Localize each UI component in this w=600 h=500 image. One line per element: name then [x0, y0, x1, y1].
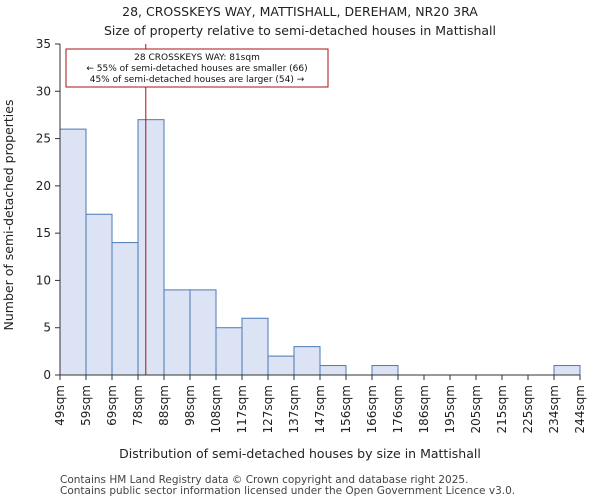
bar-78sqm: [137, 119, 165, 376]
annotation-frame: [65, 48, 329, 88]
x-tick-label: 166sqm: [365, 385, 379, 433]
x-tick-label: 108sqm: [209, 385, 223, 433]
x-tick-label: 176sqm: [391, 385, 405, 433]
bar-166sqm: [371, 365, 399, 376]
x-tick-label: 59sqm: [79, 385, 93, 426]
x-tick-label: 215sqm: [495, 385, 509, 433]
y-ticks-group: 0 5 10 15 20 25 30 35: [36, 37, 60, 382]
x-tick-label: 244sqm: [573, 385, 587, 433]
x-tick-label: 78sqm: [131, 385, 145, 426]
x-tick-label: 195sqm: [443, 385, 457, 433]
y-tick-label: 20: [36, 179, 51, 193]
annotation-box: 28 CROSSKEYS WAY: 81sqm ← 55% of semi-de…: [65, 48, 329, 88]
y-tick-label: 30: [36, 84, 51, 98]
x-tick-label: 137sqm: [287, 385, 301, 433]
y-tick-label: 15: [36, 226, 51, 240]
y-tick-label: 10: [36, 273, 51, 287]
y-tick-label: 25: [36, 132, 51, 146]
bar-234sqm: [553, 365, 581, 376]
x-tick-label: 147sqm: [313, 385, 327, 433]
footer-line-2: Contains public sector information licen…: [60, 485, 515, 497]
x-tick-label: 117sqm: [235, 385, 249, 433]
x-tick-label: 88sqm: [157, 385, 171, 426]
bar-117sqm: [241, 317, 269, 376]
x-tick-label: 225sqm: [521, 385, 535, 433]
bar-108sqm: [215, 327, 243, 376]
bar-59sqm: [85, 213, 113, 376]
bar-147sqm: [319, 365, 347, 376]
x-tick-label: 49sqm: [53, 385, 67, 426]
x-tick-label: 127sqm: [261, 385, 275, 433]
bar-88sqm: [163, 289, 191, 376]
x-tick-label: 156sqm: [339, 385, 353, 433]
y-tick-label: 35: [36, 37, 51, 51]
bar-137sqm: [293, 346, 321, 376]
bar-49sqm: [59, 128, 87, 376]
x-tick-label: 186sqm: [417, 385, 431, 433]
bars-group: [59, 119, 581, 376]
y-tick-label: 5: [43, 321, 51, 335]
chart-title: 28, CROSSKEYS WAY, MATTISHALL, DEREHAM, …: [122, 4, 478, 19]
x-tick-label: 205sqm: [469, 385, 483, 433]
x-ticks-group: 49sqm 59sqm 69sqm 78sqm 88sqm 98sqm 108sqm 117s…: [53, 375, 587, 433]
bar-98sqm: [189, 289, 217, 376]
x-tick-label: 98sqm: [183, 385, 197, 426]
bar-69sqm: [111, 242, 139, 376]
annotation-line-larger: 45% of semi-detached houses are larger (…: [90, 75, 305, 85]
y-axis-label: Number of semi-detached properties: [1, 100, 16, 331]
annotation-line-property: 28 CROSSKEYS WAY: 81sqm: [134, 53, 260, 63]
x-tick-label: 69sqm: [105, 385, 119, 426]
bar-127sqm: [267, 355, 295, 376]
x-axis-label: Distribution of semi-detached houses by …: [119, 446, 481, 461]
y-tick-label: 0: [43, 368, 51, 382]
footer-line-1: Contains HM Land Registry data © Crown c…: [60, 474, 468, 486]
annotation-line-smaller: ← 55% of semi-detached houses are smalle…: [86, 64, 307, 74]
x-tick-label: 234sqm: [547, 385, 561, 433]
chart-subtitle: Size of property relative to semi-detach…: [104, 23, 496, 38]
